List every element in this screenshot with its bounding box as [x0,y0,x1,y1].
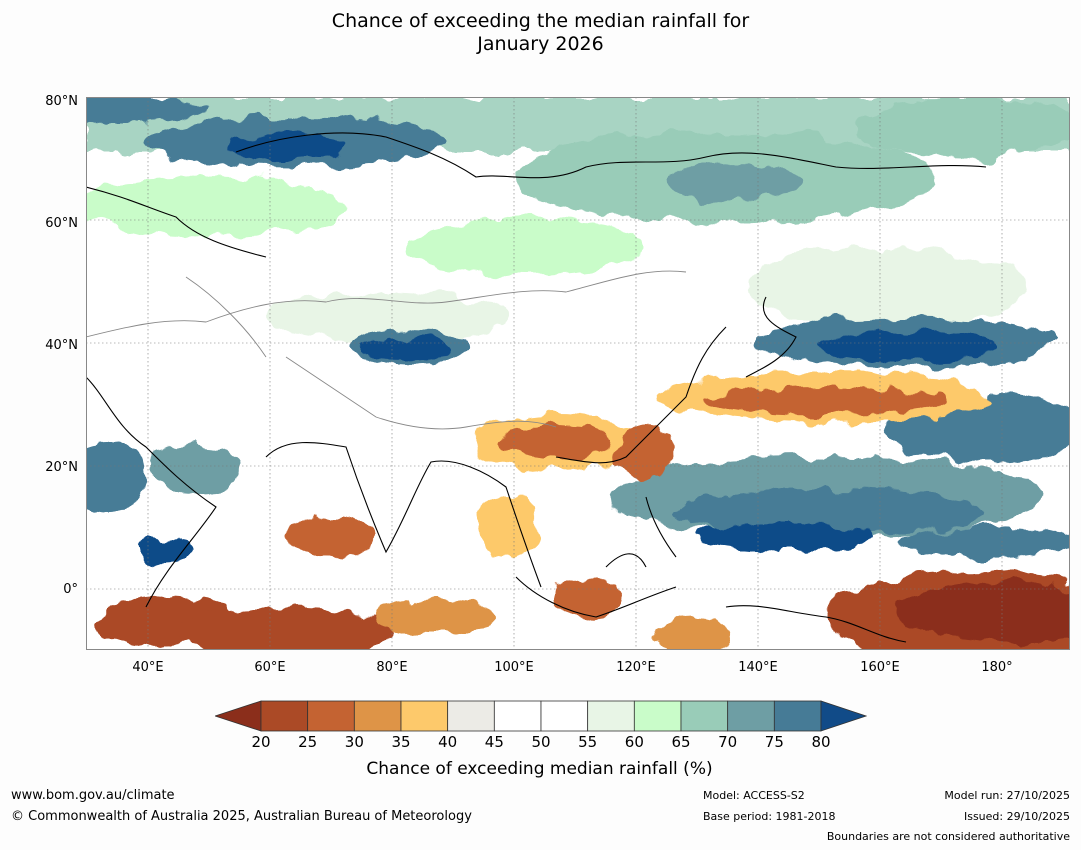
colorbar-extension-high [820,700,867,732]
colorbar-tick-45: 45 [484,733,504,751]
colorbar-tick-60: 60 [624,733,644,751]
lon-label-40e: 40°E [132,660,164,675]
boundaries-disclaimer: Boundaries are not considered authoritat… [826,830,1070,843]
lat-label-0: 0° [63,582,78,597]
colorbar-tick-80: 80 [811,733,831,751]
lon-label-120e: 120°E [616,660,656,675]
colorbar-bin-60-65 [633,700,682,732]
model-text: Model: ACCESS-S2 [703,789,805,802]
lat-label-40n: 40°N [45,338,78,353]
copyright-text: © Commonwealth of Australia 2025, Austra… [11,809,472,824]
colorbar-bin-25-30 [307,700,355,732]
coastlines [86,132,987,643]
colorbar-bin-50-55 [540,700,589,732]
lon-label-140e: 140°E [738,660,778,675]
colorbar-tick-30: 30 [344,733,364,751]
map-title-line2: January 2026 [477,33,604,55]
lon-label-180: 180° [981,660,1013,675]
base-period-text: Base period: 1981-2018 [703,810,836,823]
colorbar-tick-20: 20 [251,733,271,751]
colorbar-bin-65-70 [680,700,729,732]
lon-label-100e: 100°E [494,660,534,675]
lon-label-80e: 80°E [376,660,408,675]
rainfall-probability-map [86,97,1070,650]
colorbar-title-text: Chance of exceeding median rainfall (%) [366,759,713,779]
website-link[interactable]: www.bom.gov.au/climate [11,788,175,803]
colorbar-tick-65: 65 [671,733,691,751]
lon-label-60e: 60°E [254,660,286,675]
colorbar-bin-75-80 [773,700,822,732]
issued-text: Issued: 29/10/2025 [963,810,1070,823]
colorbar-bin-20-25 [260,700,309,732]
colorbar-tick-75: 75 [764,733,784,751]
colorbar [215,700,867,732]
lat-label-80n: 80°N [45,94,78,109]
colorbar-bin-40-45 [447,700,495,732]
colorbar-tick-50: 50 [531,733,551,751]
map-title-line1: Chance of exceeding the median rainfall … [331,10,750,32]
colorbar-extension-low [215,700,262,732]
model-run-text: Model run: 27/10/2025 [944,789,1070,802]
lat-label-60n: 60°N [45,216,78,231]
colorbar-tick-55: 55 [578,733,598,751]
colorbar-bin-30-35 [353,700,402,732]
colorbar-bin-45-50 [493,700,542,732]
country-borders [86,270,687,430]
colorbar-tick-25: 25 [298,733,318,751]
colorbar-tick-40: 40 [438,733,458,751]
lon-label-160e: 160°E [860,660,900,675]
graticule [86,97,1070,650]
colorbar-title: Chance of exceeding median rainfall (%) [0,759,1081,779]
lat-label-20n: 20°N [45,460,78,475]
colorbar-tick-35: 35 [391,733,411,751]
colorbar-tick-70: 70 [718,733,738,751]
colorbar-bin-70-75 [727,700,775,732]
colorbar-bin-35-40 [400,700,449,732]
colorbar-bin-55-60 [587,700,635,732]
